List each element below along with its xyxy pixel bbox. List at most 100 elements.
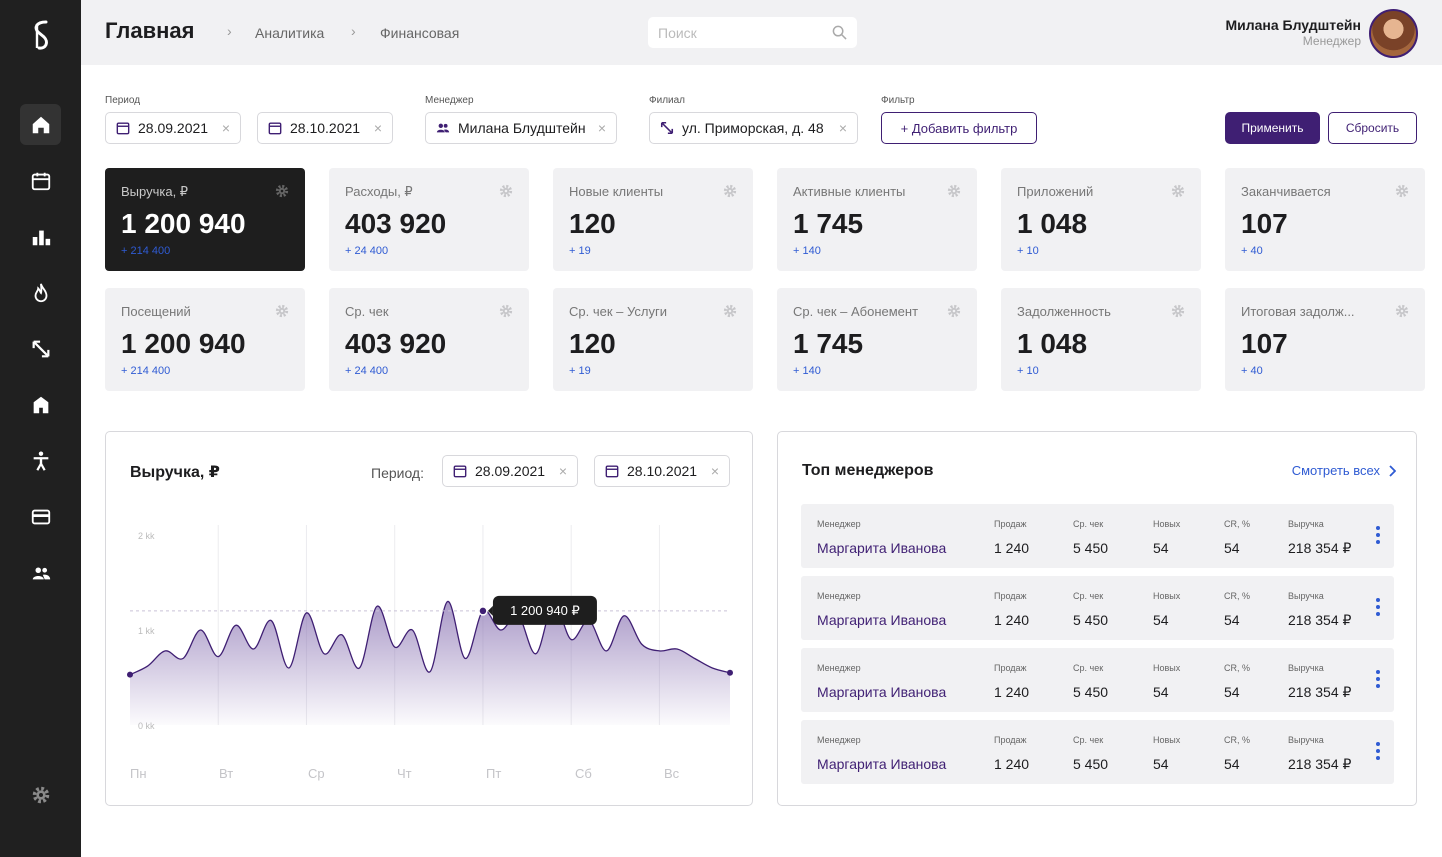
more-vertical-icon[interactable] xyxy=(1374,742,1382,763)
revenue-chart[interactable]: 2 kk 1 kk 0 kk 1 200 940 ₽ Пн Вт Ср Чт Пт Сб Вс xyxy=(106,432,752,805)
column-header-avg_check: Ср. чек xyxy=(1073,591,1104,601)
more-vertical-icon[interactable] xyxy=(1374,598,1382,619)
filter-label: Фильтр xyxy=(881,95,915,106)
kpi-card[interactable]: Расходы, ₽ 403 920 + 24 400 xyxy=(329,168,529,271)
kpi-card[interactable]: Заканчивается 107 + 40 xyxy=(1225,168,1425,271)
chart-period-from-chip[interactable]: 28.09.2021 × xyxy=(442,455,578,487)
x-tick-label: Сб xyxy=(575,766,592,781)
more-vertical-icon[interactable] xyxy=(1374,670,1382,691)
gear-icon[interactable] xyxy=(723,184,737,198)
gear-icon[interactable] xyxy=(723,304,737,318)
kpi-card[interactable]: Приложений 1 048 + 10 xyxy=(1001,168,1201,271)
breadcrumb-chevron-icon: › xyxy=(351,23,356,39)
gear-icon[interactable] xyxy=(1395,304,1409,318)
column-header-new: Новых xyxy=(1153,591,1181,601)
period-to-chip[interactable]: 28.10.2021 × xyxy=(257,112,393,144)
kpi-card[interactable]: Ср. чек – Абонемент 1 745 + 140 xyxy=(777,288,977,391)
manager-chip[interactable]: Милана Блудштейн × xyxy=(425,112,617,144)
apply-button[interactable]: Применить xyxy=(1225,112,1320,144)
column-header-new: Новых xyxy=(1153,519,1181,529)
gear-icon[interactable] xyxy=(1395,184,1409,198)
cell-new: 54 xyxy=(1153,612,1169,628)
cell-sales: 1 240 xyxy=(994,684,1030,700)
table-row[interactable]: Менеджер Маргарита Иванова Продаж 1 240 Ср. … xyxy=(801,720,1394,784)
search-icon[interactable] xyxy=(832,25,847,40)
period-from-value: 28.09.2021 xyxy=(138,120,209,136)
sidebar-item-calendar[interactable] xyxy=(20,160,61,201)
table-row[interactable]: Менеджер Маргарита Иванова Продаж 1 240 Ср. … xyxy=(801,576,1394,640)
column-header-cr: CR, % xyxy=(1224,663,1251,673)
period-to-value: 28.10.2021 xyxy=(290,120,361,136)
kpi-card[interactable]: Ср. чек – Услуги 120 + 19 xyxy=(553,288,753,391)
period-from-chip[interactable]: 28.09.2021 × xyxy=(105,112,241,144)
add-filter-button[interactable]: + Добавить фильтр xyxy=(881,112,1037,144)
cell-revenue: 218 354 ₽ xyxy=(1288,756,1352,772)
highlight-point xyxy=(478,606,488,616)
see-all-link[interactable]: Смотреть всех xyxy=(1292,463,1396,478)
sidebar-item-settings[interactable] xyxy=(20,774,61,815)
search-input[interactable] xyxy=(648,17,818,48)
table-row[interactable]: Менеджер Маргарита Иванова Продаж 1 240 Ср. … xyxy=(801,648,1394,712)
gear-icon[interactable] xyxy=(1171,304,1185,318)
sidebar-item-analytics[interactable] xyxy=(20,216,61,257)
kpi-card[interactable]: Итоговая задолж... 107 + 40 xyxy=(1225,288,1425,391)
clear-icon[interactable]: × xyxy=(558,463,567,479)
brand-logo-icon[interactable] xyxy=(26,18,56,52)
cell-name[interactable]: Маргарита Иванова xyxy=(817,684,947,700)
page-title: Главная xyxy=(105,18,195,43)
clear-icon[interactable]: × xyxy=(597,120,606,136)
breadcrumb-analytics[interactable]: Аналитика xyxy=(255,25,325,41)
kpi-card[interactable]: Посещений 1 200 940 + 214 400 xyxy=(105,288,305,391)
cell-revenue: 218 354 ₽ xyxy=(1288,612,1352,628)
sidebar-item-home[interactable] xyxy=(20,104,61,145)
table-row[interactable]: Менеджер Маргарита Иванова Продаж 1 240 Ср. … xyxy=(801,504,1394,568)
kpi-card[interactable]: Активные клиенты 1 745 + 140 xyxy=(777,168,977,271)
calendar-icon xyxy=(116,122,130,135)
clear-icon[interactable]: × xyxy=(710,463,719,479)
column-header-name: Менеджер xyxy=(817,591,861,601)
gear-icon[interactable] xyxy=(499,304,513,318)
sidebar-item-users[interactable] xyxy=(20,552,61,593)
branch-chip[interactable]: ул. Приморская, д. 48 × xyxy=(649,112,858,144)
kpi-delta: + 24 400 xyxy=(345,365,389,377)
kpi-label: Ср. чек – Услуги xyxy=(569,304,667,319)
cell-name[interactable]: Маргарита Иванова xyxy=(817,756,947,772)
clear-icon[interactable]: × xyxy=(838,120,847,136)
gear-icon[interactable] xyxy=(1171,184,1185,198)
gear-icon[interactable] xyxy=(275,304,289,318)
gear-icon[interactable] xyxy=(499,184,513,198)
cell-sales: 1 240 xyxy=(994,612,1030,628)
reset-button[interactable]: Сбросить xyxy=(1328,112,1417,144)
column-header-sales: Продаж xyxy=(994,663,1027,673)
cell-name[interactable]: Маргарита Иванова xyxy=(817,540,947,556)
breadcrumb-financial[interactable]: Финансовая xyxy=(380,25,460,41)
cell-cr: 54 xyxy=(1224,612,1240,628)
sidebar-item-payments[interactable] xyxy=(20,496,61,537)
avatar[interactable] xyxy=(1369,9,1418,58)
kpi-delta: + 24 400 xyxy=(345,245,389,257)
cell-name[interactable]: Маргарита Иванова xyxy=(817,612,947,628)
kpi-card[interactable]: Ср. чек 403 920 + 24 400 xyxy=(329,288,529,391)
column-header-name: Менеджер xyxy=(817,735,861,745)
kpi-label: Активные клиенты xyxy=(793,184,906,199)
clear-icon[interactable]: × xyxy=(221,120,230,136)
kpi-label: Задолженность xyxy=(1017,304,1111,319)
kpi-label: Посещений xyxy=(121,304,191,319)
sidebar-item-building[interactable] xyxy=(20,384,61,425)
gear-icon[interactable] xyxy=(947,304,961,318)
gear-icon[interactable] xyxy=(275,184,289,198)
clear-icon[interactable]: × xyxy=(373,120,382,136)
gear-icon[interactable] xyxy=(947,184,961,198)
chart-period-to-chip[interactable]: 28.10.2021 × xyxy=(594,455,730,487)
sidebar-item-expand[interactable] xyxy=(20,328,61,369)
kpi-card[interactable]: Задолженность 1 048 + 10 xyxy=(1001,288,1201,391)
kpi-card[interactable]: Выручка, ₽ 1 200 940 + 214 400 xyxy=(105,168,305,271)
sidebar-item-person[interactable] xyxy=(20,440,61,481)
kpi-card[interactable]: Новые клиенты 120 + 19 xyxy=(553,168,753,271)
column-header-revenue: Выручка xyxy=(1288,663,1324,673)
more-vertical-icon[interactable] xyxy=(1374,526,1382,547)
person-icon xyxy=(33,450,48,471)
y-tick-label: 0 kk xyxy=(138,721,155,731)
sidebar-item-fire[interactable] xyxy=(20,272,61,313)
kpi-value: 120 xyxy=(569,328,616,359)
